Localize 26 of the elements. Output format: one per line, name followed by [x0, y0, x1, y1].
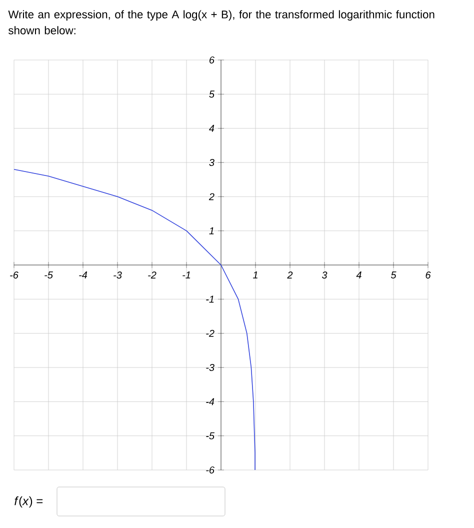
- x-tick-label: 4: [356, 272, 362, 278]
- x-tick-label: 6: [426, 272, 431, 279]
- y-tick-label: 2: [208, 193, 214, 200]
- y-tick-label: 5: [209, 90, 215, 98]
- y-tick-label: -5: [206, 432, 215, 440]
- y-tick-label: -1: [206, 296, 214, 303]
- x-tick-label: 1: [253, 272, 258, 278]
- y-tick-label: -2: [206, 330, 214, 337]
- y-tick-label: -4: [206, 398, 214, 406]
- y-tick-label: -6: [206, 466, 214, 474]
- chart-title: Write an expression, of the type A log(x + B), for the transformed logarithmic function shown below:: [8, 10, 434, 34]
- x-tick-label: -2: [148, 272, 156, 278]
- x-tick-label: 3: [322, 272, 328, 279]
- y-tick-label: -3: [206, 364, 214, 372]
- x-tick-label: -1: [182, 272, 190, 278]
- x-tick-label: 5: [390, 272, 396, 278]
- y-tick-label: 4: [209, 124, 214, 132]
- text: f(x) =: [14, 496, 43, 508]
- x-tick-label: 2: [287, 272, 293, 278]
- x-tick-label: -3: [114, 272, 122, 279]
- y-tick-label: 3: [209, 158, 214, 166]
- x-tick-label: -5: [44, 272, 53, 278]
- y-tick-label: 1: [209, 227, 214, 234]
- x-tick-label: -4: [79, 272, 88, 278]
- y-tick-label: 6: [210, 56, 214, 64]
- x-tick-label: -6: [10, 272, 18, 279]
